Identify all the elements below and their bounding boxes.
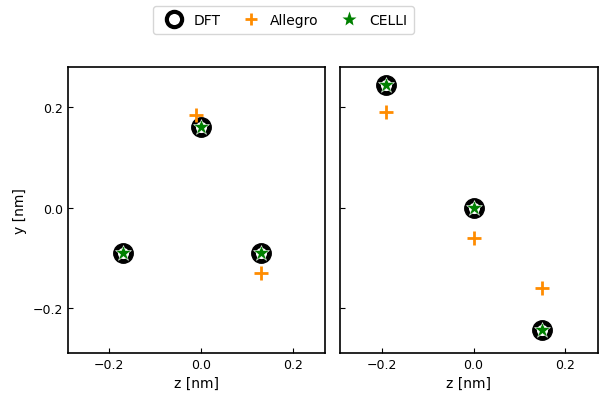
X-axis label: z [nm]: z [nm] [447, 376, 492, 390]
Y-axis label: y [nm]: y [nm] [13, 188, 27, 233]
Legend: DFT, Allegro, CELLI: DFT, Allegro, CELLI [153, 7, 414, 35]
X-axis label: z [nm]: z [nm] [174, 376, 219, 390]
